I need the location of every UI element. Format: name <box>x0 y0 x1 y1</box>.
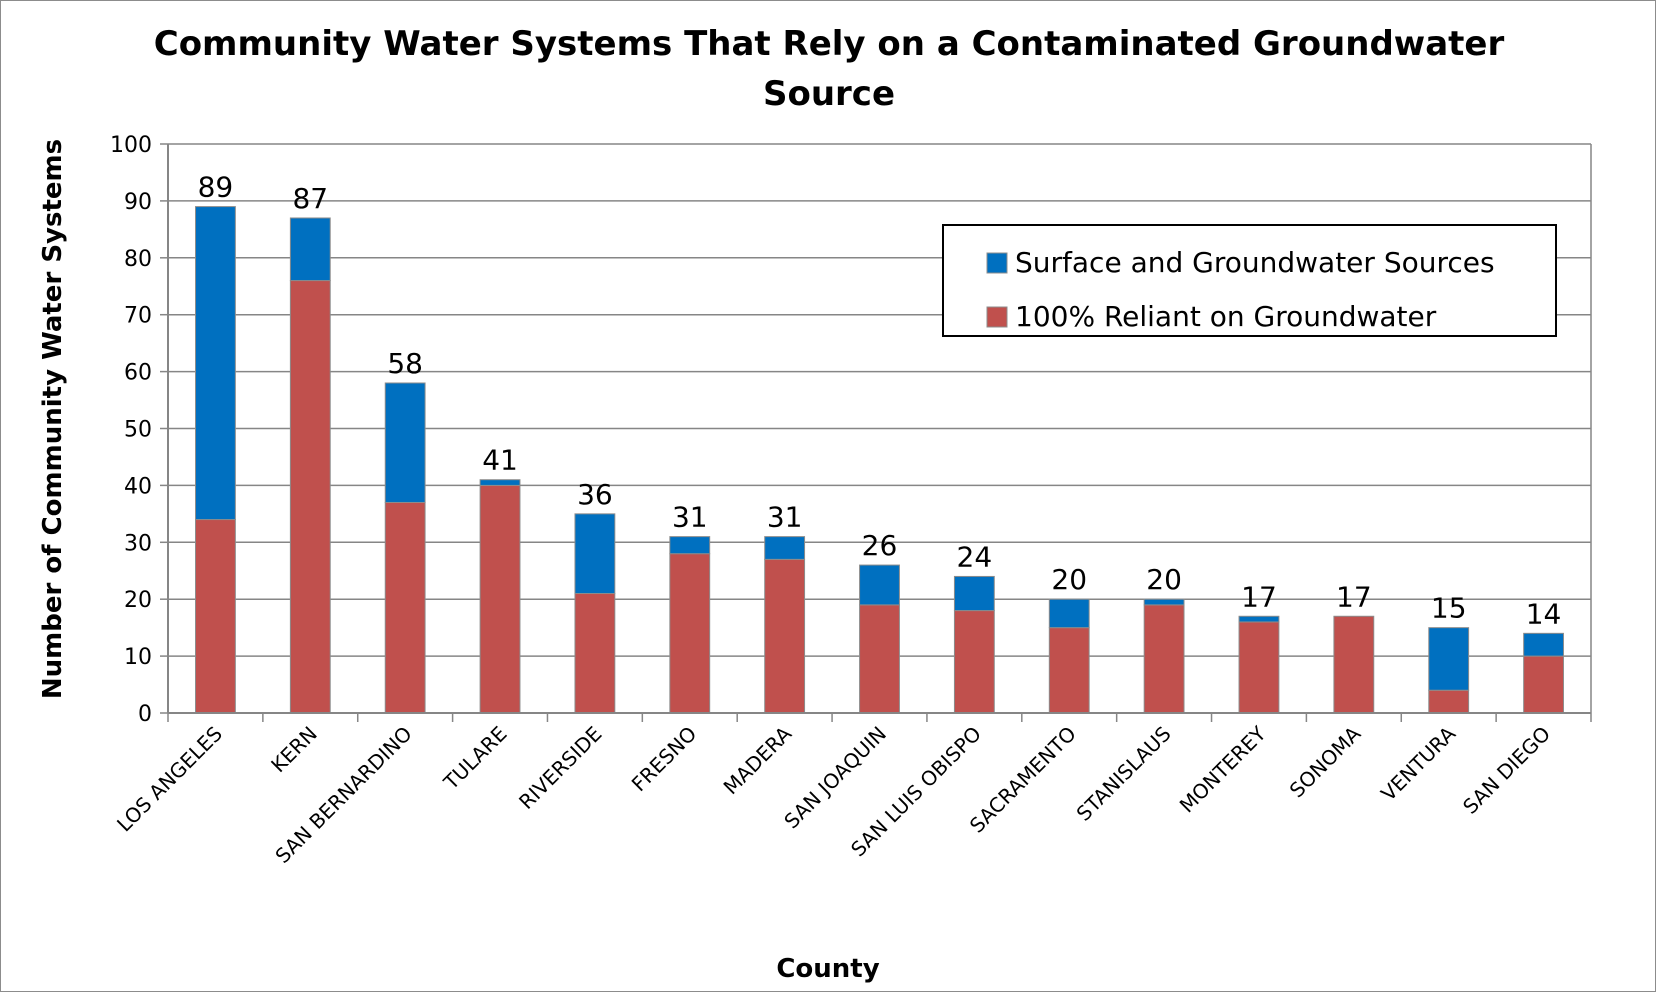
x-axis-title: County <box>776 954 879 984</box>
x-tick-label: STANISLAUS <box>1072 722 1176 826</box>
bar-segment <box>384 382 426 503</box>
y-tick-label: 90 <box>124 190 152 215</box>
data-label: 24 <box>957 540 993 573</box>
legend-swatch <box>986 306 1008 328</box>
chart-title-line-2: Source <box>763 74 895 114</box>
bar-segment <box>669 536 711 555</box>
bar-segment <box>1428 627 1470 691</box>
bars <box>195 206 1564 714</box>
chart-title-line-1: Community Water Systems That Rely on a C… <box>154 24 1505 64</box>
data-label: 58 <box>387 347 423 380</box>
y-tick-label: 70 <box>124 304 152 329</box>
y-tick-label: 20 <box>124 588 152 613</box>
data-label: 41 <box>482 444 518 477</box>
bar-segment <box>1428 689 1470 714</box>
legend-box <box>942 224 1557 337</box>
bar-segment <box>479 479 521 486</box>
bar-segment <box>1238 621 1280 714</box>
bar-segment <box>669 553 711 714</box>
bar-segment <box>1238 615 1280 623</box>
y-tick-label: 100 <box>110 133 152 158</box>
bar-segment <box>953 610 995 714</box>
legend-label: Surface and Groundwater Sources <box>1015 246 1495 279</box>
bar-segment <box>1048 598 1090 629</box>
x-tick-label: MADERA <box>719 721 797 799</box>
bar-segment <box>1048 627 1090 714</box>
data-label: 31 <box>672 501 708 534</box>
legend: Surface and Groundwater Sources 100% Reli… <box>942 224 1557 337</box>
bar-segment <box>1523 632 1564 657</box>
data-label: 87 <box>292 182 328 215</box>
legend-label: 100% Reliant on Groundwater <box>1015 300 1437 333</box>
data-label: 26 <box>862 529 898 562</box>
bar-segment <box>289 280 331 714</box>
bar-segment <box>574 513 616 595</box>
bar-segment <box>859 564 900 606</box>
data-labels: 89 87 58 41 36 31 31 26 24 20 20 17 17 15 14 <box>198 171 1562 631</box>
x-tick-label: MONTEREY <box>1175 721 1271 817</box>
data-label: 20 <box>1051 563 1087 596</box>
bar-segment <box>953 575 995 612</box>
x-tick-label: LOS ANGELES <box>112 722 227 837</box>
data-label: 17 <box>1241 580 1277 613</box>
bar-segment <box>289 217 331 282</box>
bar-segment <box>1523 655 1564 714</box>
bar-segment <box>479 484 521 714</box>
bar-segment <box>764 558 806 714</box>
bar-segment <box>1333 615 1375 714</box>
data-label: 20 <box>1146 563 1182 596</box>
bar-segment <box>1143 598 1185 606</box>
x-tick-label: KERN <box>266 722 322 778</box>
y-tick-label: 60 <box>124 361 152 386</box>
y-tick-label: 0 <box>138 702 152 727</box>
y-tick-label: 30 <box>124 531 152 556</box>
data-label: 17 <box>1336 580 1372 613</box>
data-label: 14 <box>1526 597 1562 630</box>
y-tick-label: 10 <box>124 645 152 670</box>
data-label: 36 <box>577 478 613 511</box>
bar-segment <box>1143 604 1185 714</box>
bar-segment <box>859 604 900 714</box>
x-tick-label: RIVERSIDE <box>514 722 606 814</box>
x-tick-label: TULARE <box>438 722 511 795</box>
data-label: 89 <box>198 171 234 204</box>
bar-segment <box>574 593 616 714</box>
x-tick-label: SAN DIEGO <box>1458 722 1555 819</box>
bar-segment <box>195 206 236 521</box>
y-tick-label: 80 <box>124 247 152 272</box>
bar-segment <box>195 519 236 714</box>
x-tick-label: SONOMA <box>1285 721 1366 802</box>
y-tick-label: 40 <box>124 474 152 499</box>
y-tick-label: 50 <box>124 418 152 443</box>
x-tick-label: FRESNO <box>627 722 702 797</box>
data-label: 31 <box>767 501 803 534</box>
bar-segment <box>384 501 426 714</box>
y-axis-title: Number of Community Water Systems <box>38 139 68 699</box>
legend-swatch <box>986 252 1008 274</box>
x-tick-label: VENTURA <box>1376 721 1460 805</box>
bar-segment <box>764 536 806 560</box>
data-label: 15 <box>1431 592 1467 625</box>
